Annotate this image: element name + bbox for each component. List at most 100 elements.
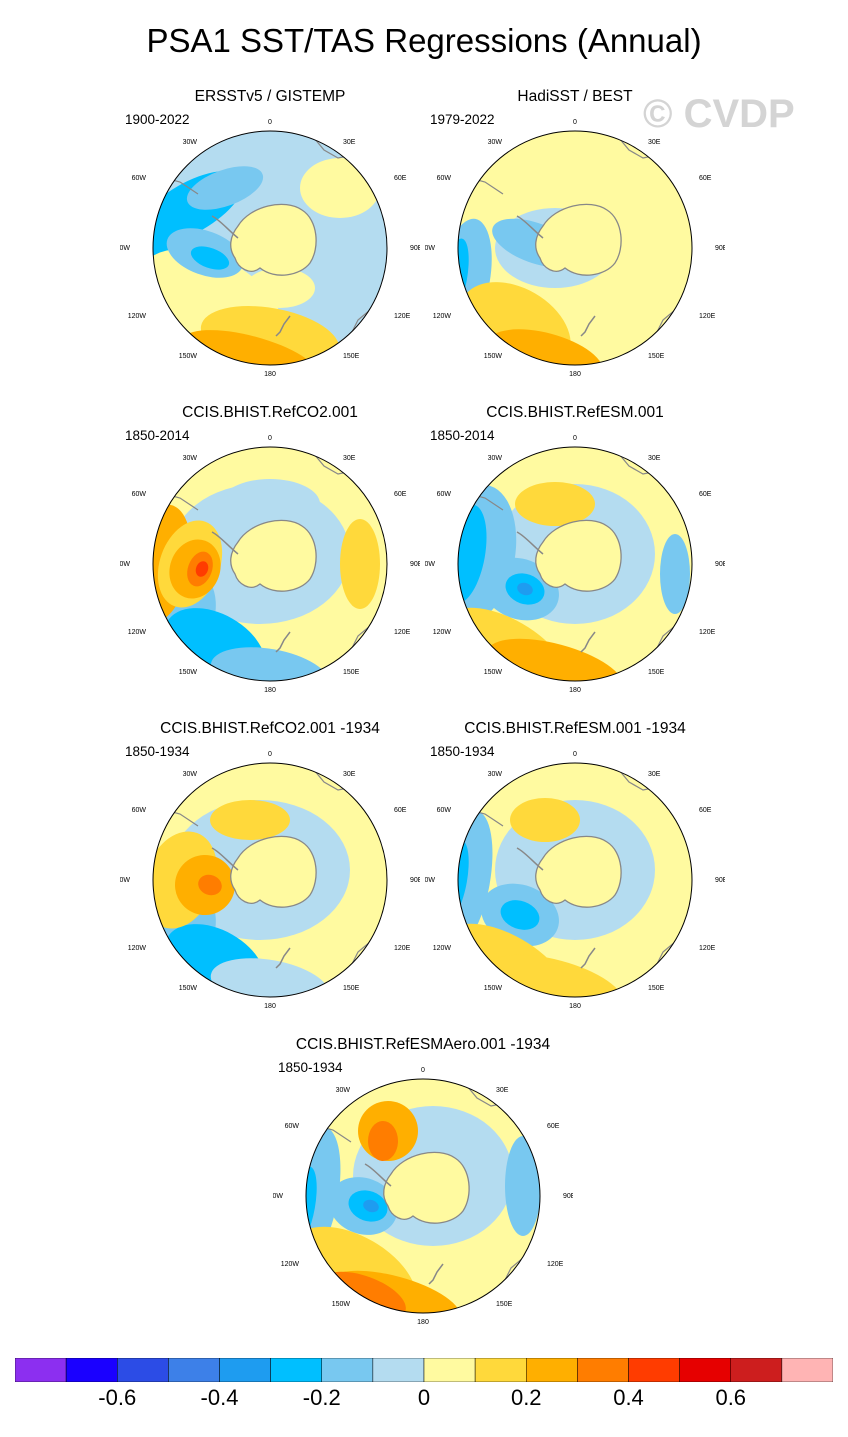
colorbar-label: 0 <box>417 1385 431 1410</box>
longitude-label: 120W <box>128 629 147 636</box>
anomaly-region <box>190 246 230 270</box>
colorbar-label: 0.6 <box>715 1385 747 1410</box>
longitude-label: 90E <box>410 245 420 252</box>
map-panel-7: CCIS.BHIST.RefESMAero.001 -1934 1850-1934… <box>273 1036 573 1341</box>
new-zealand-coast <box>580 315 596 337</box>
panel-years: 1850-1934 <box>278 1060 343 1075</box>
panel-title: ERSSTv5 / GISTEMP <box>194 88 346 105</box>
longitude-label: 0 <box>573 119 577 126</box>
anomaly-region <box>515 482 595 526</box>
map-panel-4: CCIS.BHIST.RefESM.001 1850-2014 0 30E 60E 90E… <box>425 404 725 709</box>
antarctica-landmass <box>535 835 622 908</box>
longitude-label: 90E <box>563 1193 573 1200</box>
longitude-label: 60E <box>394 175 407 182</box>
longitude-label: 30W <box>183 139 198 146</box>
longitude-label: 60E <box>699 175 712 182</box>
antarctic-peninsula <box>211 531 239 555</box>
longitude-label: 120W <box>433 945 452 952</box>
anomaly-region <box>487 954 623 997</box>
antarctic-peninsula <box>364 1163 392 1187</box>
anomaly-region <box>458 840 469 920</box>
longitude-label: 60W <box>132 491 147 498</box>
longitude-label: 150W <box>484 985 503 992</box>
longitude-label: 60E <box>394 807 407 814</box>
panel-title: CCIS.BHIST.RefESM.001 <box>486 404 664 421</box>
map-border <box>457 130 693 366</box>
longitude-label: 90E <box>715 561 725 568</box>
colorbar-swatch <box>526 1357 578 1383</box>
longitude-label: 120E <box>699 629 716 636</box>
antarctica-landmass <box>230 203 317 276</box>
longitude-label: 90W <box>120 877 130 884</box>
new-zealand-coast <box>275 631 291 653</box>
colorbar-label: -0.2 <box>302 1385 341 1410</box>
longitude-label: 30W <box>336 1087 351 1094</box>
map-border <box>152 762 388 998</box>
colorbar-swatch <box>679 1357 731 1383</box>
longitude-label: 180 <box>264 1003 276 1010</box>
map-panel-5: CCIS.BHIST.RefCO2.001 -1934 1850-1934 0 30E… <box>120 720 420 1025</box>
antarctica-landmass <box>535 203 622 276</box>
longitude-label: 0 <box>573 751 577 758</box>
longitude-label: 0 <box>268 751 272 758</box>
longitude-label: 150E <box>343 353 360 360</box>
anomaly-region <box>605 178 685 258</box>
panel-years: 1900-2022 <box>125 112 190 127</box>
polar-map: 0 30E 60E 90E 120E 150E 180 150W 120W 90W 60W 30W <box>425 751 725 1010</box>
anomaly-region <box>510 798 580 842</box>
map-panel-1: ERSSTv5 / GISTEMP 1900-2022 0 30E 60E 90E 120E… <box>120 88 420 393</box>
colorbar-swatch <box>577 1357 629 1383</box>
colorbar-swatch <box>14 1357 67 1383</box>
longitude-label: 30E <box>343 771 356 778</box>
longitude-label: 90W <box>120 245 130 252</box>
longitude-label: 0 <box>573 435 577 442</box>
anomaly-region <box>300 158 380 218</box>
longitude-label: 150W <box>484 353 503 360</box>
longitude-label: 90W <box>120 561 130 568</box>
anomaly-region <box>210 800 290 840</box>
anomaly-region <box>182 330 318 365</box>
longitude-label: 120W <box>281 1261 300 1268</box>
anomaly-region <box>220 479 320 529</box>
longitude-label: 120E <box>394 945 411 952</box>
longitude-label: 150E <box>343 985 360 992</box>
map-panel-6: CCIS.BHIST.RefESM.001 -1934 1850-1934 0 30E… <box>425 720 725 1025</box>
anomaly-region <box>195 561 209 577</box>
longitude-label: 150E <box>496 1301 513 1308</box>
longitude-label: 180 <box>569 687 581 694</box>
longitude-label: 180 <box>264 687 276 694</box>
anomaly-region <box>487 638 623 681</box>
anomaly-region <box>245 268 315 308</box>
colorbar-swatch <box>65 1357 118 1383</box>
map-border <box>152 130 388 366</box>
polar-map: 0 30E 60E 90E 120E 150E 180 150W 120W 90W 60W 30W <box>120 751 420 1010</box>
antarctic-peninsula <box>211 215 239 239</box>
longitude-label: 120W <box>433 629 452 636</box>
antarctic-peninsula <box>516 215 544 239</box>
longitude-label: 90W <box>273 1193 283 1200</box>
colorbar-swatch <box>168 1357 220 1383</box>
antarctica-landmass <box>535 519 622 592</box>
longitude-label: 150E <box>648 985 665 992</box>
longitude-label: 60E <box>547 1123 560 1130</box>
colorbar-swatch <box>628 1357 680 1383</box>
longitude-label: 60W <box>132 175 147 182</box>
anomaly-region <box>660 534 690 614</box>
colorbar-swatch <box>219 1357 271 1383</box>
map-border <box>457 762 693 998</box>
polar-map: 0 30E 60E 90E 120E 150E 180 150W 120W 90W 60W 30W <box>425 435 725 694</box>
longitude-label: 60E <box>394 491 407 498</box>
longitude-label: 30E <box>343 455 356 462</box>
longitude-label: 90W <box>425 245 435 252</box>
longitude-label: 60W <box>132 807 147 814</box>
panel-title: CCIS.BHIST.RefCO2.001 -1934 <box>160 720 380 737</box>
anomaly-region <box>210 647 330 681</box>
longitude-label: 0 <box>268 435 272 442</box>
antarctica-landmass <box>383 1151 470 1224</box>
longitude-label: 150W <box>484 669 503 676</box>
anomaly-region <box>363 1199 379 1213</box>
panel-title: CCIS.BHIST.RefESMAero.001 -1934 <box>295 1036 551 1053</box>
colorbar-swatch <box>117 1357 169 1383</box>
map-panel-2: HadiSST / BEST 1979-2022 0 30E 60E 90E 120E 150… <box>425 88 725 393</box>
panel-years: 1850-2014 <box>430 428 495 443</box>
